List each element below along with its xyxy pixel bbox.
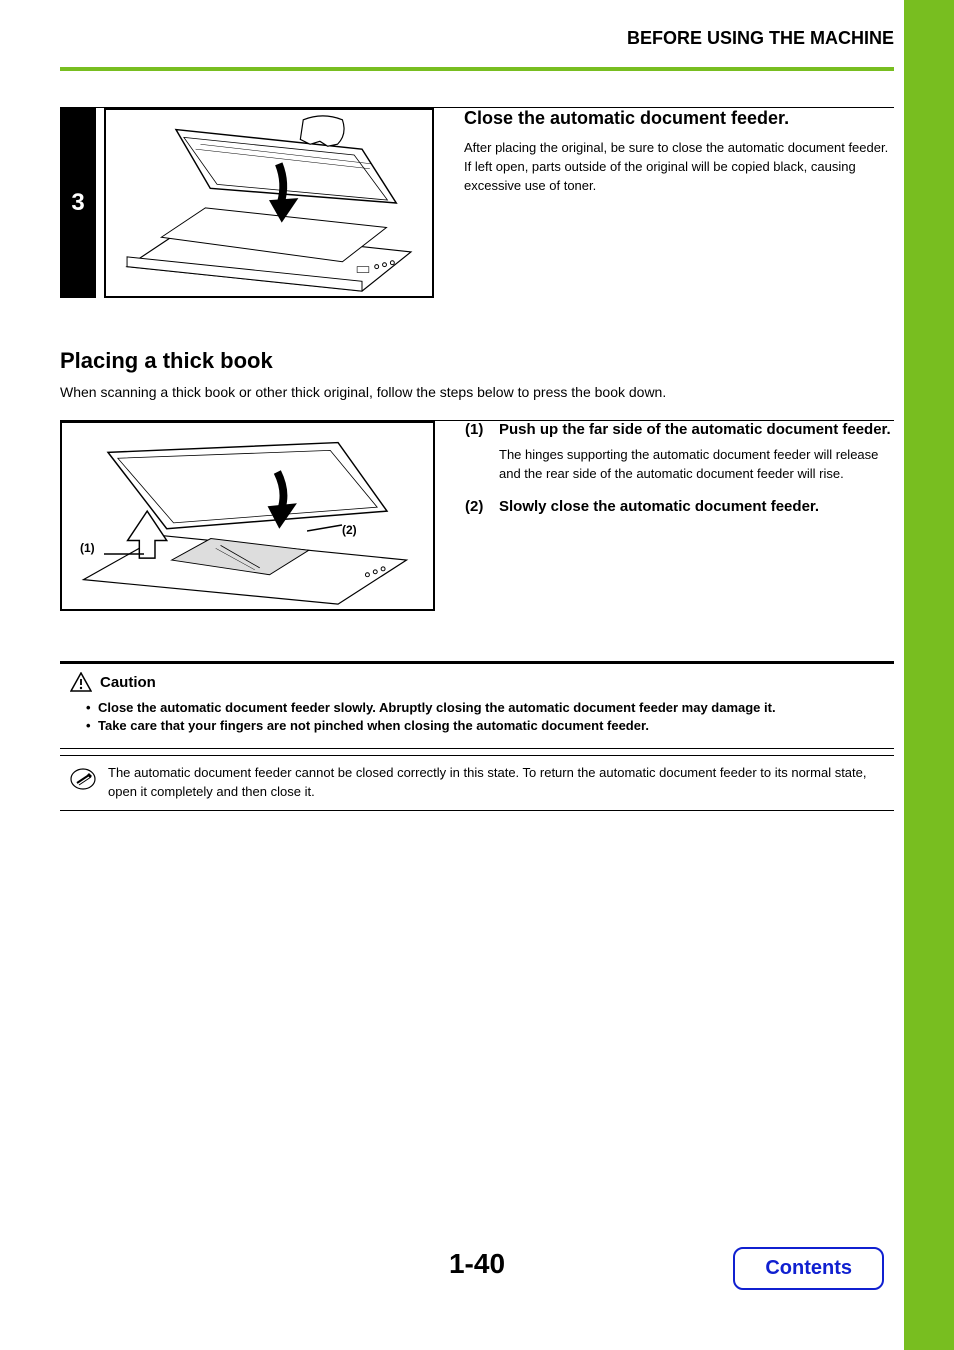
sub1-body: The hinges supporting the automatic docu… [499, 446, 894, 484]
step-number-badge: 3 [60, 108, 96, 298]
sub2-num: (2) [465, 498, 499, 515]
caution-item: Take care that your fingers are not pinc… [86, 718, 884, 733]
header-title: BEFORE USING THE MACHINE [627, 28, 894, 48]
sub1-title: Push up the far side of the automatic do… [499, 421, 891, 438]
callout-1: (1) [80, 541, 95, 555]
header-rule [60, 67, 894, 71]
step-3-illustration [104, 108, 434, 298]
step-3-heading: Close the automatic document feeder. [464, 108, 894, 129]
page-header: BEFORE USING THE MACHINE [0, 0, 954, 59]
thick-book-intro: When scanning a thick book or other thic… [60, 384, 894, 400]
sub1-num: (1) [465, 421, 499, 438]
contents-button[interactable]: Contents [733, 1247, 884, 1290]
thick-book-row: (1) (2) (1) Push up the far side of the … [60, 420, 894, 611]
note-text: The automatic document feeder cannot be … [108, 764, 884, 802]
note-box: The automatic document feeder cannot be … [60, 755, 894, 811]
sub1-heading: (1) Push up the far side of the automati… [465, 421, 894, 438]
caution-item: Close the automatic document feeder slow… [86, 700, 884, 715]
note-icon [70, 766, 96, 792]
thick-book-illustration: (1) (2) [60, 421, 435, 611]
side-accent-bar [904, 0, 954, 1350]
sub2-title: Slowly close the automatic document feed… [499, 498, 819, 515]
thick-book-heading: Placing a thick book [60, 348, 894, 374]
warning-icon [70, 672, 92, 692]
sub2-heading: (2) Slowly close the automatic document … [465, 498, 894, 515]
step-3-row: 3 [60, 107, 894, 298]
step-3-body: After placing the original, be sure to c… [464, 139, 894, 196]
